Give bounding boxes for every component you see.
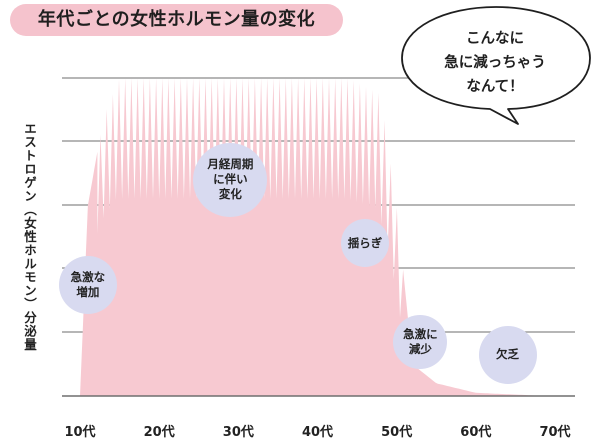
estrogen-area [80,78,548,396]
annotation-bubble: 月経周期 に伴い 変化 [193,142,268,217]
x-tick-label: 30代 [222,425,254,440]
y-axis-label: エストロゲン（女性ホルモン）分泌量 [22,122,37,352]
annotation-bubble: 急激に 減少 [393,314,448,369]
x-tick-label: 60代 [460,425,492,440]
x-tick-label: 40代 [301,425,334,440]
annotation-bubble: 急激な 増加 [58,255,117,314]
chart-title: 年代ごとの女性ホルモン量の変化 [10,4,343,36]
x-tick-label: 10代 [64,425,96,440]
x-tick-label: 20代 [143,425,175,440]
x-tick-label: 70代 [539,425,571,440]
speech-bubble [401,6,591,125]
x-tick-label: 50代 [381,425,413,440]
annotation-bubble: 欠乏 [478,325,537,384]
speech-bubble-text: こんなに 急に減っちゃう なんて！ [444,31,546,95]
annotation-bubble: 揺らぎ [341,219,389,268]
